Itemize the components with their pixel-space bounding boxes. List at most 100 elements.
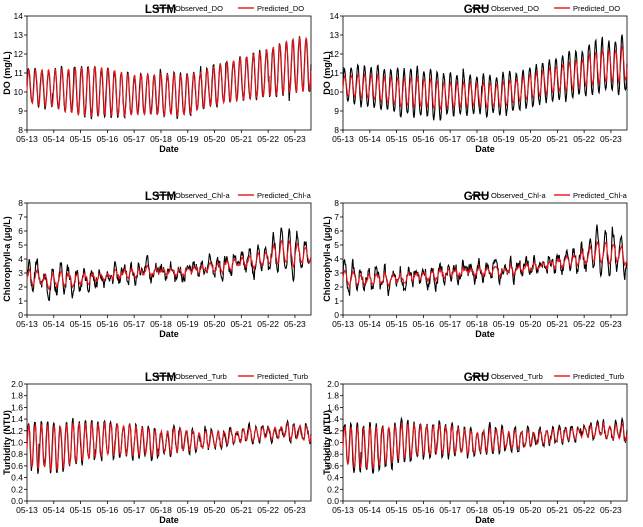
y-tick-label: 14 (330, 11, 340, 21)
x-tick-label: 05-16 (413, 319, 435, 329)
chart-title: LSTM (145, 372, 176, 384)
x-tick-label: 05-22 (257, 134, 279, 144)
y-tick-label: 11 (14, 68, 23, 78)
x-tick-label: 05-23 (284, 319, 306, 329)
x-tick-label: 05-15 (70, 319, 92, 329)
y-tick-label: 1 (334, 296, 339, 306)
series-observed-line (26, 417, 312, 474)
x-tick-label: 05-16 (97, 505, 119, 515)
chart-title: LSTM (145, 4, 176, 16)
series-predicted-line (342, 421, 628, 470)
x-tick-label: 05-19 (493, 505, 515, 515)
x-tick-label: 05-13 (332, 134, 354, 144)
y-tick-label: 4 (18, 254, 23, 264)
y-tick-label: 8 (18, 125, 23, 135)
x-tick-label: 05-22 (573, 505, 595, 515)
legend-label-predicted: Predicted_Turb (573, 372, 624, 381)
y-axis-label: Turbidity (NTU) (322, 410, 332, 475)
x-tick-label: 05-22 (573, 319, 595, 329)
legend: Observed_DO Predicted_DO (156, 4, 304, 13)
x-tick-label: 05-14 (43, 319, 65, 329)
x-tick-label: 05-20 (520, 505, 542, 515)
legend-label-observed: Observed_Turb (175, 372, 227, 381)
y-tick-label: 6 (18, 226, 23, 236)
y-tick-label: 5 (18, 240, 23, 250)
y-tick-label: 1.8 (327, 391, 339, 401)
x-tick-label: 05-19 (177, 319, 199, 329)
chart-do-lstm: 8 9 10 11 12 13 14 05-13 05-14 05-15 05-16 05-17 05-… (2, 4, 312, 154)
y-tick-label: 8 (334, 198, 339, 208)
legend: Observed_Turb Predicted_Turb (472, 372, 624, 381)
y-tick-label: 1.2 (327, 426, 339, 436)
chart-turb-gru: 0.0 0.20.4 0.6 0.81.0 1.2 1.4 1.61.8 2.0 05-13 05… (322, 372, 628, 525)
x-tick-label: 05-14 (43, 134, 65, 144)
x-tick-label: 05-20 (204, 505, 226, 515)
x-tick-label: 05-15 (386, 319, 408, 329)
series-observed-line (26, 227, 312, 302)
x-tick-label: 05-17 (439, 505, 461, 515)
legend-label-observed: Observed_DO (175, 4, 223, 13)
x-tick-label: 05-19 (493, 319, 515, 329)
x-tick-label: 05-18 (466, 319, 488, 329)
y-tick-label: 13 (14, 30, 24, 40)
y-tick-label: 1 (18, 296, 23, 306)
x-tick-label: 05-20 (520, 319, 542, 329)
x-axis-label: Date (475, 144, 495, 154)
y-tick-label: 9 (18, 106, 23, 116)
legend-label-observed: Observed_DO (491, 4, 539, 13)
y-tick-label: 0.6 (11, 461, 23, 471)
y-tick-label: 12 (14, 49, 24, 59)
y-tick-label: 0.4 (11, 473, 23, 483)
x-tick-label: 05-15 (386, 134, 408, 144)
x-tick-label: 05-22 (573, 134, 595, 144)
x-tick-label: 05-17 (123, 319, 145, 329)
y-tick-label: 2.0 (327, 379, 339, 389)
y-tick-label: 1.4 (327, 414, 339, 424)
x-tick-label: 05-21 (546, 319, 568, 329)
y-tick-label: 4 (334, 254, 339, 264)
x-tick-label: 05-23 (600, 134, 622, 144)
x-axis-label: Date (159, 515, 179, 525)
y-tick-label: 8 (18, 198, 23, 208)
legend-label-predicted: Predicted_DO (257, 4, 304, 13)
y-axis-label: Chlorophyll-a (μg/L) (2, 216, 12, 302)
series-predicted-line (26, 420, 312, 472)
legend-label-observed: Observed_Chl-a (491, 191, 546, 200)
chart-chl-gru: 0 1 2 3 4 5 6 7 8 05-13 05-14 05-15 05-16 05-17 05-18 0… (322, 191, 628, 339)
x-tick-label: 05-19 (493, 134, 515, 144)
y-tick-label: 9 (334, 106, 339, 116)
x-axis-label: Date (475, 515, 495, 525)
x-tick-label: 05-17 (123, 134, 145, 144)
x-axis-label: Date (159, 144, 179, 154)
x-tick-label: 05-16 (97, 319, 119, 329)
x-axis-label: Date (475, 329, 495, 339)
y-tick-label: 7 (18, 212, 23, 222)
x-tick-label: 05-23 (284, 505, 306, 515)
legend-label-predicted: Predicted_Chl-a (257, 191, 312, 200)
series-predicted-line (342, 45, 628, 111)
y-tick-label: 0.0 (11, 496, 23, 506)
y-tick-label: 10 (330, 87, 340, 97)
chart-do-gru: 8 9 10 11 12 13 14 05-13 05-14 05-15 05-16 05-17 05-… (322, 4, 628, 154)
legend: Observed_Chl-a Predicted_Chl-a (156, 191, 312, 200)
x-tick-label: 05-20 (204, 134, 226, 144)
y-axis-label: Turbidity (NTU) (2, 410, 12, 475)
legend: Observed_DO Predicted_DO (472, 4, 620, 13)
x-tick-label: 05-23 (284, 134, 306, 144)
y-tick-label: 1.0 (11, 438, 23, 448)
x-tick-label: 05-16 (97, 134, 119, 144)
x-tick-label: 05-18 (150, 134, 172, 144)
legend-label-predicted: Predicted_DO (573, 4, 620, 13)
legend-label-predicted: Predicted_Turb (257, 372, 308, 381)
x-tick-label: 05-13 (16, 134, 38, 144)
x-tick-label: 05-20 (520, 134, 542, 144)
x-tick-label: 05-13 (16, 319, 38, 329)
x-tick-label: 05-23 (600, 505, 622, 515)
x-tick-label: 05-21 (546, 505, 568, 515)
chart-title: GRU (464, 372, 490, 384)
series-predicted-line (26, 35, 312, 118)
legend-label-observed: Observed_Chl-a (175, 191, 230, 200)
x-tick-label: 05-14 (43, 505, 65, 515)
y-tick-label: 3 (18, 268, 23, 278)
